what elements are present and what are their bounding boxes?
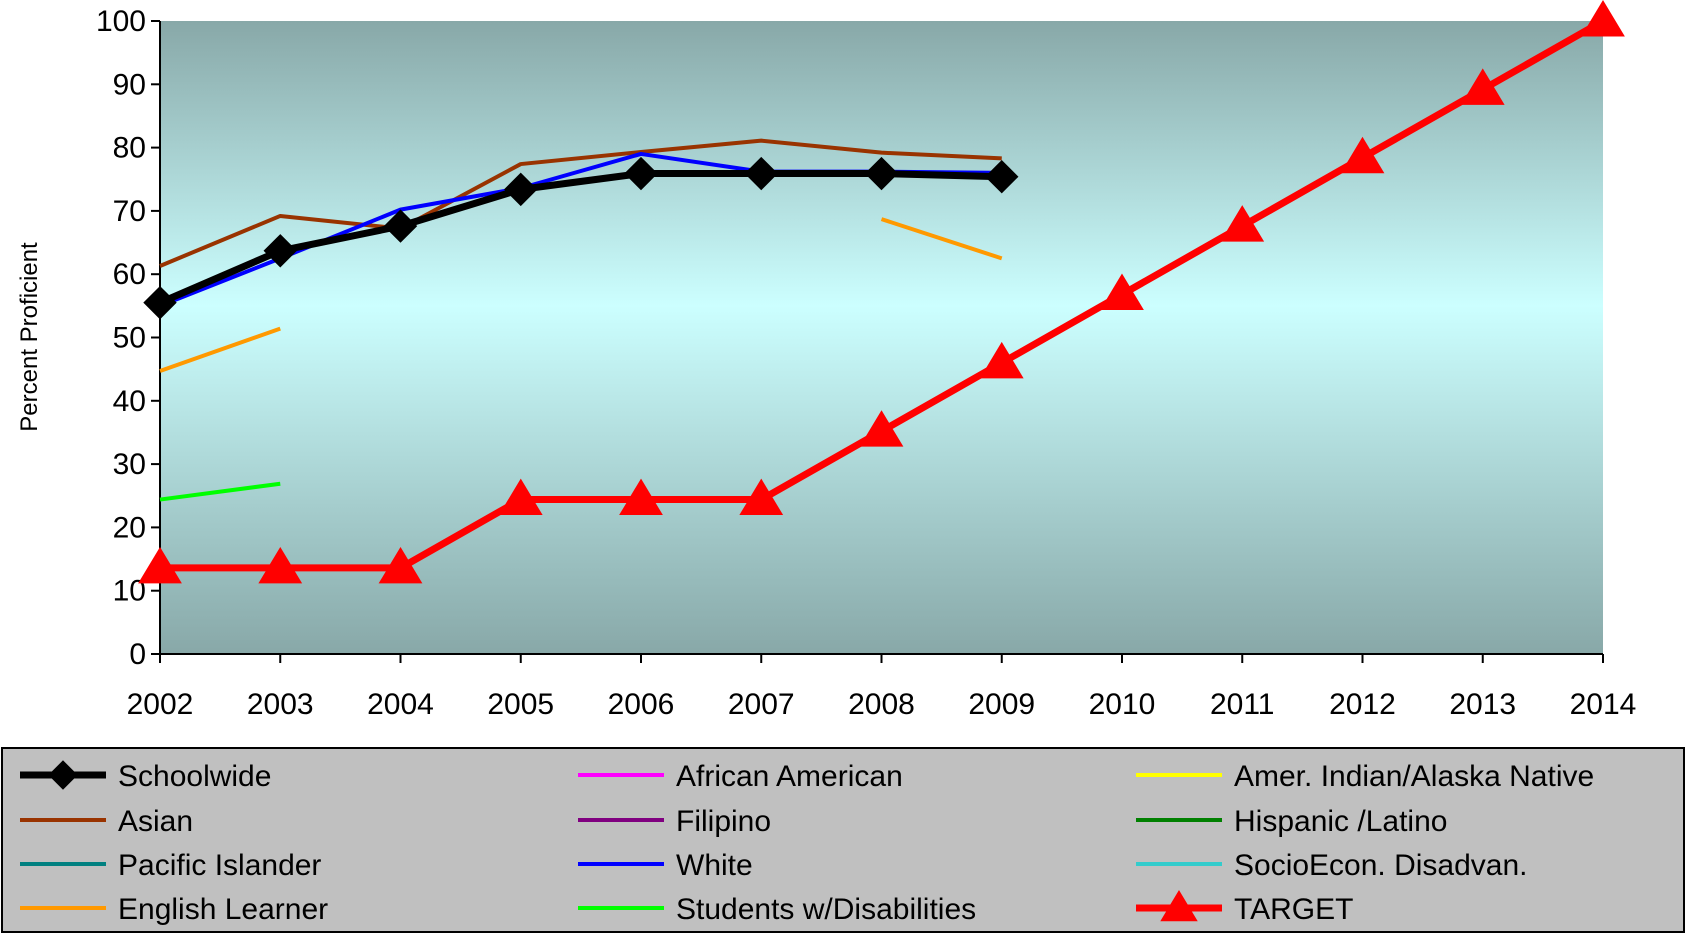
legend-item-white: White — [578, 849, 753, 882]
legend-item-asian: Asian — [20, 805, 193, 838]
x-tick-label: 2008 — [848, 688, 915, 721]
x-tick-label: 2007 — [728, 688, 795, 721]
legend-label: Filipino — [676, 805, 771, 838]
y-tick-label: 50 — [113, 322, 146, 355]
legend-marker — [1160, 890, 1198, 922]
data-point-schoolwide — [624, 156, 658, 191]
y-tick-label: 60 — [113, 258, 146, 291]
y-axis-title: Percent Proficient — [16, 242, 43, 432]
legend-label: Amer. Indian/Alaska Native — [1234, 760, 1594, 793]
legend-item-schoolwide: Schoolwide — [20, 760, 271, 793]
data-point-target — [1100, 273, 1144, 310]
data-point-target — [1581, 0, 1625, 37]
legend-item-amer-indian-alaska-native: Amer. Indian/Alaska Native — [1136, 760, 1594, 793]
data-point-target — [859, 410, 904, 447]
legend-box — [1, 747, 1685, 933]
data-point-target — [258, 546, 303, 584]
legend-label: Hispanic /Latino — [1234, 805, 1447, 838]
legend-item-target: TARGET — [1136, 890, 1353, 926]
legend-label: Students w/Disabilities — [676, 893, 976, 926]
legend-marker — [48, 760, 78, 790]
legend-label: African American — [676, 760, 903, 793]
series-line-asian — [159, 138, 1002, 268]
x-tick-label: 2004 — [367, 688, 434, 721]
legend-item-socioecon-disadvan: SocioEcon. Disadvan. — [1136, 849, 1528, 882]
legend-label: White — [676, 849, 753, 882]
legend-label: Pacific Islander — [118, 849, 321, 882]
legend-item-english-learner: English Learner — [20, 893, 328, 926]
legend-item-students-w-disabilities: Students w/Disabilities — [578, 893, 976, 926]
x-tick-label: 2012 — [1329, 688, 1396, 721]
y-tick-label: 70 — [113, 195, 146, 228]
x-tick-label: 2002 — [127, 688, 194, 721]
data-point-target — [138, 546, 182, 584]
x-tick-label: 2013 — [1449, 688, 1516, 721]
data-point-schoolwide — [744, 156, 778, 191]
data-point-target — [498, 478, 543, 516]
y-tick-label: 40 — [113, 385, 146, 418]
data-point-target — [1460, 68, 1505, 105]
legend-label: SocioEcon. Disadvan. — [1234, 849, 1528, 882]
series-english-learner — [159, 217, 1003, 373]
data-point-schoolwide — [985, 160, 1019, 194]
x-axis: 2002 2003 2004 2005 2006 2007 2008 2009 2010 2011… — [127, 653, 1637, 721]
data-point-schoolwide — [383, 209, 418, 243]
series-asian — [159, 138, 1002, 268]
series-schoolwide — [143, 156, 1019, 320]
series-line-english-learner — [880, 217, 1003, 261]
data-point-target — [739, 478, 784, 516]
data-point-schoolwide — [263, 234, 297, 268]
legend-item-filipino: Filipino — [578, 805, 771, 838]
series-line-schoolwide — [158, 170, 1002, 306]
data-point-schoolwide — [864, 156, 899, 191]
legend-label: Asian — [118, 805, 193, 838]
data-point-target — [1220, 205, 1265, 242]
legend-item-hispanic-latino: Hispanic /Latino — [1136, 805, 1447, 838]
x-tick-label: 2009 — [968, 688, 1035, 721]
legend-item-pacific-islander: Pacific Islander — [20, 849, 321, 882]
x-tick-label: 2010 — [1089, 688, 1156, 721]
data-point-target — [619, 478, 663, 516]
x-tick-label: 2014 — [1570, 688, 1637, 721]
y-tick-label: 0 — [129, 638, 146, 671]
y-tick-label: 80 — [113, 132, 146, 165]
data-point-target — [378, 546, 423, 584]
y-tick-label: 30 — [113, 448, 146, 481]
data-point-schoolwide — [504, 172, 538, 207]
data-point-target — [1340, 136, 1385, 174]
x-tick-label: 2005 — [487, 688, 554, 721]
legend-item-african-american: African American — [578, 760, 903, 793]
data-point-schoolwide — [143, 285, 177, 320]
series-line-english-learner — [159, 326, 281, 373]
series-line-students-w-disabilities — [159, 481, 281, 502]
series-layer — [138, 0, 1625, 584]
legend: Schoolwide African American Amer. Indian/A… — [1, 747, 1685, 933]
series-students-w-disabilities — [159, 481, 281, 502]
legend-label: English Learner — [118, 893, 328, 926]
y-tick-label: 90 — [113, 68, 146, 101]
data-point-target — [979, 341, 1024, 379]
x-tick-label: 2011 — [1210, 688, 1275, 721]
legend-label: TARGET — [1234, 893, 1353, 926]
x-tick-label: 2003 — [247, 688, 314, 721]
y-tick-label: 20 — [113, 511, 146, 544]
y-tick-label: 100 — [96, 5, 146, 38]
x-tick-label: 2006 — [608, 688, 675, 721]
legend-label: Schoolwide — [118, 760, 271, 793]
series-target — [138, 0, 1625, 584]
plot-area — [160, 21, 1603, 654]
